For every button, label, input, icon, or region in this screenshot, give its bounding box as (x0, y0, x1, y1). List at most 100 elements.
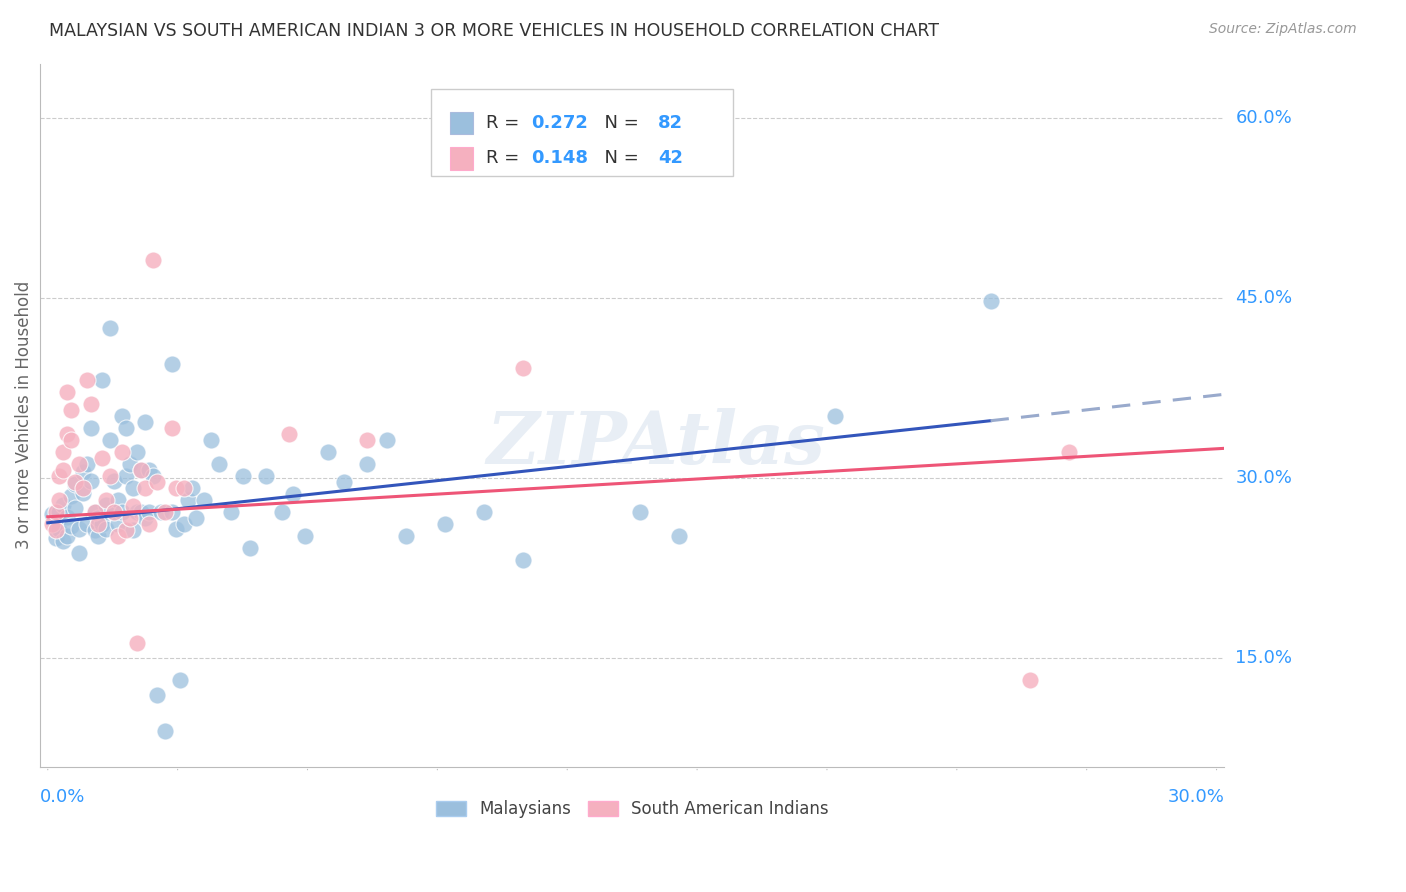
Point (472, 505, 495, 519)
Point (48, 469, 70, 483)
Point (79, 421, 101, 435)
Point (254, 469, 277, 483)
Point (138, 516, 160, 531)
Point (122, 481, 145, 495)
Point (91, 373, 114, 387)
Text: R =: R = (486, 149, 526, 168)
Text: R =: R = (486, 114, 526, 132)
Point (41, 508, 63, 522)
Point (118, 457, 141, 471)
Point (134, 511, 156, 525)
Point (60, 433, 83, 447)
Point (1018, 673, 1040, 687)
Point (177, 493, 200, 508)
Point (142, 469, 165, 483)
Point (628, 505, 651, 519)
Text: 0.272: 0.272 (531, 114, 588, 132)
Point (173, 516, 195, 531)
Text: 60.0%: 60.0% (1236, 109, 1292, 127)
Point (107, 529, 129, 543)
Text: 45.0%: 45.0% (1236, 289, 1292, 307)
Point (63, 475, 86, 489)
Point (294, 529, 316, 543)
Point (67, 522, 90, 536)
Point (824, 409, 846, 423)
Point (83, 505, 105, 519)
Point (107, 493, 129, 508)
Point (239, 541, 262, 555)
Text: 15.0%: 15.0% (1236, 649, 1292, 667)
FancyBboxPatch shape (450, 112, 474, 134)
Point (434, 516, 457, 531)
Point (512, 553, 534, 567)
Point (45, 523, 67, 537)
Point (76, 373, 98, 387)
Point (283, 487, 305, 501)
Point (56, 384, 79, 399)
Point (98, 321, 121, 335)
Point (1057, 445, 1080, 459)
Text: 30.0%: 30.0% (1167, 789, 1225, 806)
Point (107, 516, 129, 531)
Point (162, 357, 184, 371)
Point (41, 516, 63, 531)
Point (63, 501, 86, 516)
Point (146, 475, 169, 489)
Point (76, 457, 98, 471)
Point (83, 523, 105, 537)
Point (165, 522, 187, 536)
Text: 30.0%: 30.0% (1236, 469, 1292, 487)
Point (127, 636, 149, 650)
Text: 0.0%: 0.0% (39, 789, 86, 806)
Point (87, 529, 110, 543)
Point (162, 505, 184, 519)
Point (122, 499, 145, 513)
Text: MALAYSIAN VS SOUTH AMERICAN INDIAN 3 OR MORE VEHICLES IN HOUSEHOLD CORRELATION C: MALAYSIAN VS SOUTH AMERICAN INDIAN 3 OR … (49, 22, 939, 40)
Point (184, 511, 207, 525)
FancyBboxPatch shape (430, 88, 733, 177)
Point (60, 519, 83, 533)
Point (76, 516, 98, 531)
Point (56, 426, 79, 441)
Point (56, 529, 79, 543)
Point (138, 505, 160, 519)
Point (219, 505, 242, 519)
Point (118, 511, 141, 525)
Point (72, 485, 94, 500)
Point (91, 516, 114, 531)
Point (96, 498, 118, 512)
Point (278, 426, 301, 441)
Point (333, 475, 356, 489)
Point (232, 469, 254, 483)
Point (111, 445, 134, 459)
Point (129, 463, 152, 477)
Point (103, 474, 125, 488)
Point (52, 498, 75, 512)
Text: N =: N = (593, 149, 644, 168)
Point (138, 463, 160, 477)
Point (180, 481, 202, 495)
Point (91, 450, 114, 465)
Point (79, 474, 101, 488)
Point (52, 463, 75, 477)
Point (668, 529, 690, 543)
Point (193, 493, 215, 508)
Point (512, 360, 534, 375)
Point (129, 505, 152, 519)
Point (208, 457, 231, 471)
Point (165, 481, 187, 495)
Point (122, 523, 145, 537)
Point (980, 293, 1002, 308)
Point (114, 469, 136, 483)
Point (169, 673, 191, 687)
Point (103, 505, 125, 519)
Point (52, 533, 75, 548)
Point (45, 505, 67, 519)
Point (375, 433, 398, 447)
Point (103, 505, 125, 519)
Point (48, 505, 70, 519)
Point (60, 489, 83, 503)
Point (60, 403, 83, 417)
Point (162, 421, 184, 435)
Point (98, 469, 121, 483)
